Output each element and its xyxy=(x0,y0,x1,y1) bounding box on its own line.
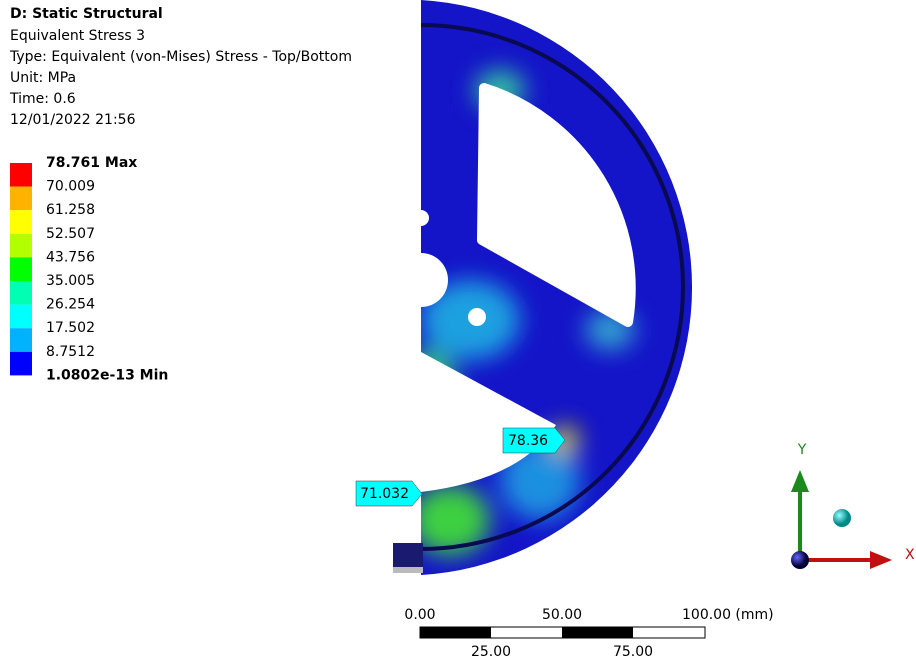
legend-swatch xyxy=(10,281,32,305)
legend-label: 8.7512 xyxy=(46,344,95,360)
date: 12/01/2022 21:56 xyxy=(10,112,136,128)
legend: 78.761 Max 70.009 61.258 52.507 43.756 35.005… xyxy=(10,155,168,383)
probe: 78.36 71.032 xyxy=(355,427,566,507)
scale-label: 25.00 xyxy=(471,644,511,660)
result-type: Type: Equivalent (von-Mises) Stress - To… xyxy=(9,49,352,65)
legend-label: 35.005 xyxy=(46,273,95,289)
legend-swatch xyxy=(10,328,32,352)
scale-label: 75.00 xyxy=(613,644,653,660)
analysis-title: D: Static Structural xyxy=(10,6,163,22)
triad: Y X xyxy=(791,442,915,569)
legend-label: 26.254 xyxy=(46,297,95,313)
legend-swatch xyxy=(10,304,32,329)
axis-label: X xyxy=(905,547,915,563)
legend-swatch xyxy=(10,233,32,258)
axis-label: Y xyxy=(797,442,807,458)
legend-swatch xyxy=(10,163,32,187)
scale-bar: 0.00 50.00 100.00 (mm) 25.00 75.00 xyxy=(404,607,773,660)
legend-label: 17.502 xyxy=(46,320,95,336)
legend-swatch xyxy=(10,351,32,376)
scale-label: 0.00 xyxy=(404,607,435,623)
header: D: Static Structural Equivalent Stress 3… xyxy=(9,6,352,128)
legend-label: 61.258 xyxy=(46,202,95,218)
probe-label: 71.032 xyxy=(360,486,409,502)
scale-label: 100.00 (mm) xyxy=(682,607,774,623)
legend-label: 1.0802e-13 Min xyxy=(46,367,168,383)
unit: Unit: MPa xyxy=(10,70,76,86)
legend-swatch xyxy=(10,257,32,281)
legend-label: 70.009 xyxy=(46,179,95,195)
probe-label: 78.36 xyxy=(508,433,548,449)
legend-swatch xyxy=(10,210,32,234)
scale-label: 50.00 xyxy=(542,607,582,623)
legend-label: 43.756 xyxy=(46,249,95,265)
legend-swatch xyxy=(10,186,32,211)
result-name: Equivalent Stress 3 xyxy=(10,28,145,44)
legend-label: 52.507 xyxy=(46,226,95,242)
time: Time: 0.6 xyxy=(9,91,76,107)
model xyxy=(393,0,693,575)
legend-label: 78.761 Max xyxy=(46,155,137,171)
